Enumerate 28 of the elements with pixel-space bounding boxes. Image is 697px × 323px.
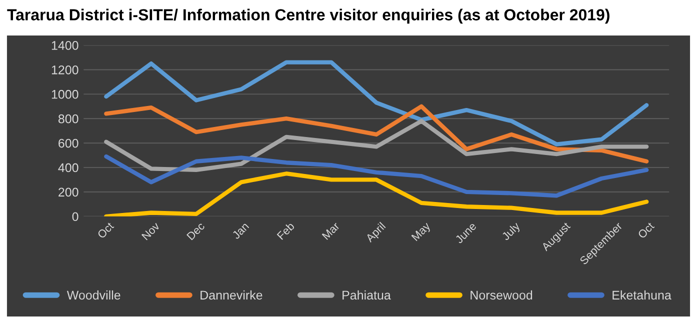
y-tick-label: 400 — [58, 163, 78, 172]
chart-title: Tararua District i-SITE/ Information Centre visitor enquiries (as at October 2019) — [7, 8, 610, 24]
legend-label: Woodville — [66, 290, 120, 300]
x-tick-label: Oct — [637, 222, 655, 239]
x-tick-label: Oct — [96, 222, 114, 239]
x-tick-label: Jan — [232, 222, 250, 240]
y-tick-label: 200 — [58, 188, 78, 197]
y-tick-label: 0 — [72, 212, 78, 222]
x-tick-label: July — [500, 221, 522, 242]
x-tick-label: Feb — [276, 222, 295, 240]
x-tick-label: Nov — [141, 222, 160, 240]
legend-label: Eketahuna — [612, 290, 672, 300]
x-tick-label: Mar — [322, 222, 340, 240]
y-tick-label: 1200 — [52, 65, 78, 74]
legend-label: Norsewood — [470, 290, 532, 300]
y-tick-label: 1000 — [52, 90, 78, 99]
legend-label: Dannevirke — [200, 290, 262, 300]
line-series — [104, 154, 649, 198]
line-series — [104, 172, 649, 216]
x-tick-label: May — [411, 222, 432, 243]
legend-label: Pahiatua — [342, 290, 391, 300]
x-tick-label: Dec — [186, 222, 206, 240]
y-tick-label: 600 — [58, 138, 78, 148]
line-series — [104, 118, 649, 172]
line-series — [104, 104, 649, 164]
y-tick-label: 800 — [58, 114, 78, 124]
line-series — [104, 60, 649, 146]
y-tick-label: 1400 — [52, 41, 78, 50]
